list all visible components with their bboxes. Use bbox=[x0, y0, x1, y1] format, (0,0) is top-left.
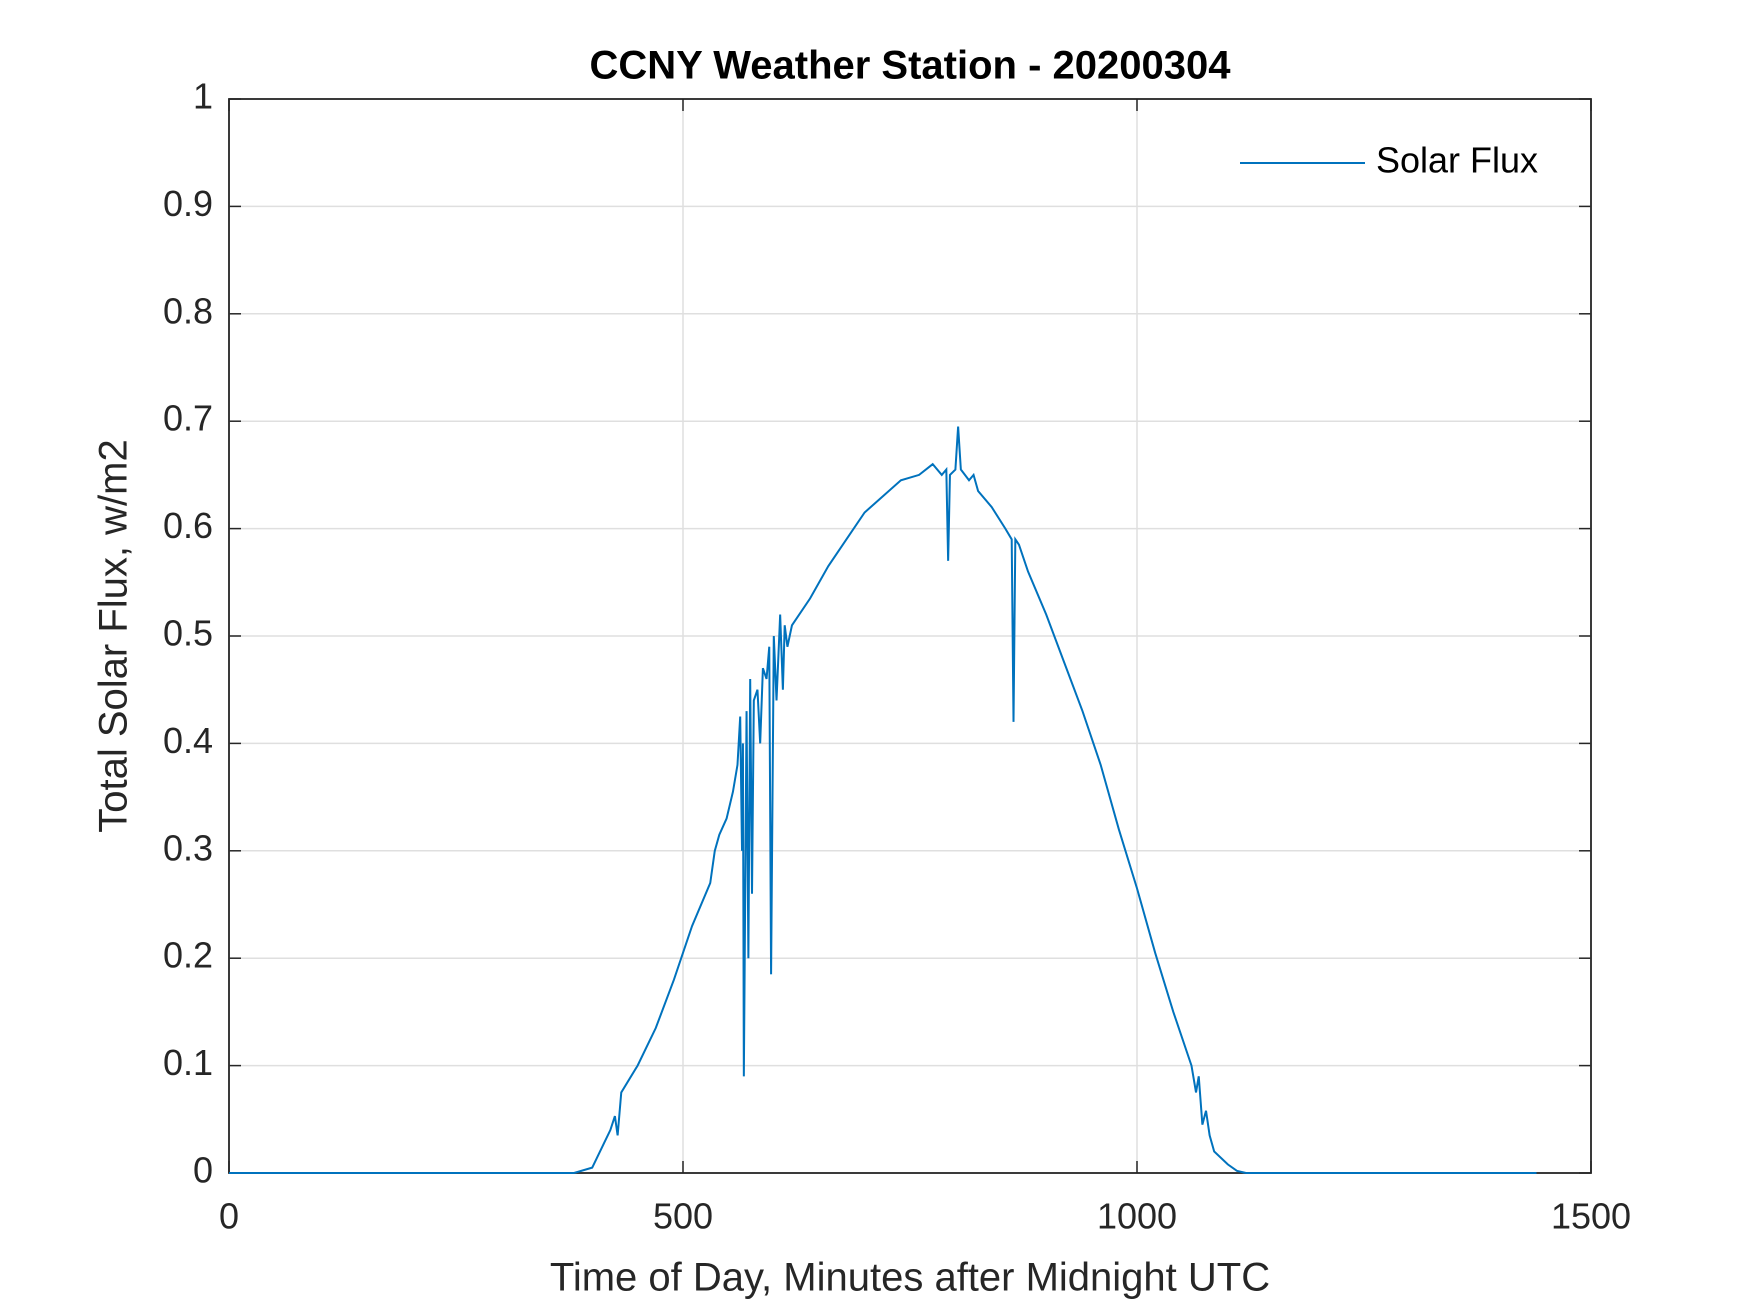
y-tick-label: 0.1 bbox=[163, 1042, 213, 1083]
legend-label: Solar Flux bbox=[1376, 140, 1538, 181]
y-tick-label: 0.3 bbox=[163, 827, 213, 868]
x-tick-label: 1000 bbox=[1097, 1196, 1177, 1237]
y-tick-label: 0.5 bbox=[163, 613, 213, 654]
y-axis-label: Total Solar Flux, w/m2 bbox=[92, 439, 136, 832]
y-tick-label: 0.4 bbox=[163, 720, 213, 761]
y-tick-label: 1 bbox=[193, 76, 213, 117]
x-axis-label: Time of Day, Minutes after Midnight UTC bbox=[550, 1256, 1270, 1300]
y-tick-label: 0.6 bbox=[163, 505, 213, 546]
axes-box bbox=[228, 98, 1592, 1174]
data-line bbox=[229, 426, 1537, 1174]
y-tick-label: 0.7 bbox=[163, 398, 213, 439]
x-tick-label: 500 bbox=[653, 1196, 713, 1237]
chart-title: CCNY Weather Station - 20200304 bbox=[590, 44, 1232, 88]
y-tick-label: 0.2 bbox=[163, 935, 213, 976]
y-tick-label: 0.8 bbox=[163, 290, 213, 331]
x-tick-label: 0 bbox=[219, 1196, 239, 1237]
x-tick-label: 1500 bbox=[1551, 1196, 1631, 1237]
y-tick-label: 0 bbox=[193, 1150, 213, 1191]
y-tick-label: 0.9 bbox=[163, 183, 213, 224]
